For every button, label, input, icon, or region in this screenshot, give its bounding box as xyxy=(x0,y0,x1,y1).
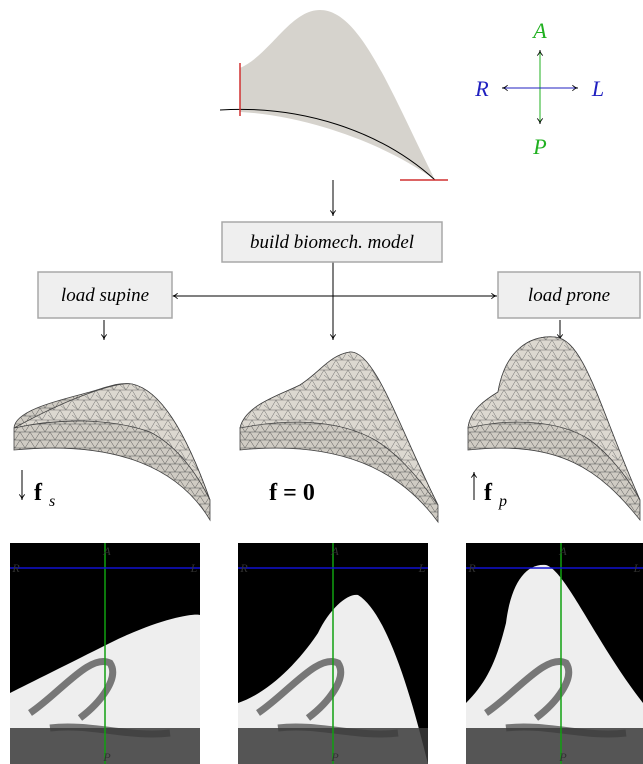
compass-label: L xyxy=(591,76,604,101)
mri-label: A xyxy=(330,544,339,558)
mri-label: L xyxy=(633,561,641,575)
mri-panels: A R L P A R L P A R L P xyxy=(10,543,643,764)
box-label: load prone xyxy=(528,285,610,306)
box-label: build biomech. model xyxy=(250,232,414,253)
mri-label: R xyxy=(467,561,476,575)
compass-label: A xyxy=(531,18,547,43)
force-neutral: f = 0 xyxy=(269,480,315,506)
mri-label: P xyxy=(330,750,339,764)
diagram: A R L P build biomech. model load supine… xyxy=(0,0,643,764)
mri-panel: A R L P xyxy=(466,543,643,764)
page: {"compass": {"anterior": "A", "right": "… xyxy=(0,0,643,764)
force-symbol: f xyxy=(484,480,493,506)
mri-panel: A R L P xyxy=(238,543,428,764)
force-symbol: f xyxy=(34,480,43,506)
compass-label: P xyxy=(532,134,546,159)
mri-label: R xyxy=(11,561,20,575)
mesh-supine xyxy=(14,383,210,520)
breast-outline xyxy=(220,10,448,180)
compass-label: R xyxy=(474,76,489,101)
mri-panel: A R L P xyxy=(10,543,200,764)
mri-label: P xyxy=(558,750,567,764)
mri-label: L xyxy=(418,561,426,575)
force-supine: f s xyxy=(22,470,55,510)
mri-label: L xyxy=(190,561,198,575)
compass: A R L P xyxy=(474,18,604,159)
box-label: load supine xyxy=(61,285,149,306)
mesh-prone xyxy=(468,337,640,520)
force-prone: f p xyxy=(474,472,507,510)
mri-label: A xyxy=(558,544,567,558)
mri-label: R xyxy=(239,561,248,575)
force-subscript: s xyxy=(49,493,55,510)
force-subscript: p xyxy=(498,493,507,510)
mri-label: A xyxy=(102,544,111,558)
mri-label: P xyxy=(102,750,111,764)
mri-chest-wall xyxy=(466,728,643,764)
